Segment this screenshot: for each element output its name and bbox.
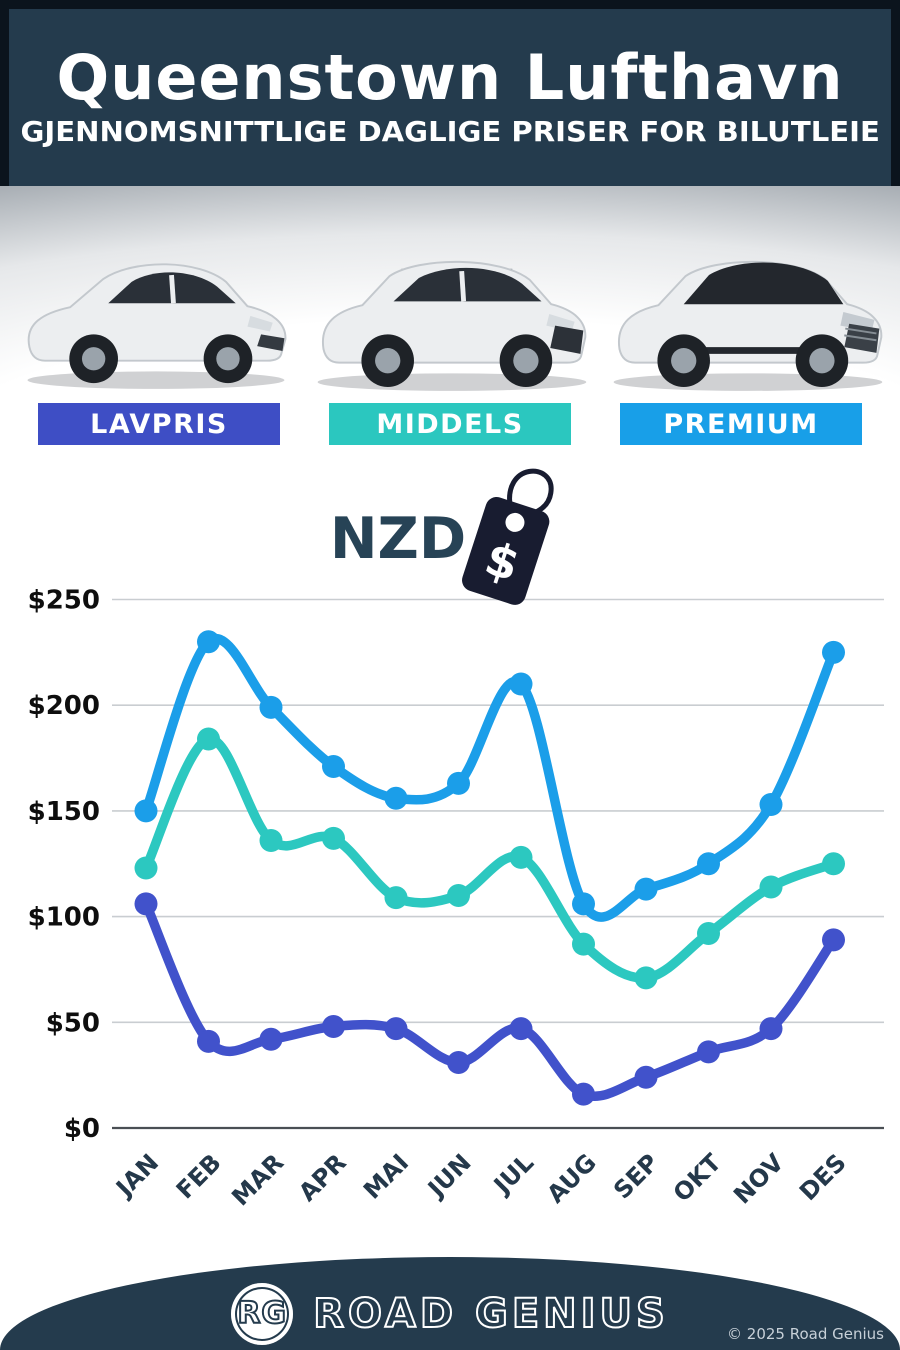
- data-point-lavpris: [384, 1017, 408, 1041]
- category-label-premium: PREMIUM: [620, 403, 862, 445]
- data-point-premium: [447, 771, 470, 795]
- economy-car-image: [8, 228, 300, 398]
- y-axis-tick-label: $50: [46, 1008, 100, 1038]
- data-point-lavpris: [634, 1065, 658, 1089]
- line-series-lavpris: [141, 899, 839, 1101]
- data-point-lavpris: [447, 1050, 470, 1074]
- data-point-lavpris: [759, 1017, 783, 1041]
- data-point-middels: [197, 727, 220, 751]
- data-point-lavpris: [509, 1017, 533, 1041]
- currency-label: NZD: [329, 506, 467, 572]
- data-point-premium: [197, 630, 220, 654]
- price-line-chart: $0 $50 $100 $150 $200 $250 JAN FEB MAR APR MAI JUN J…: [28, 586, 884, 1211]
- data-point-middels: [759, 875, 783, 899]
- page-title: Queenstown Lufthavn: [56, 41, 844, 114]
- data-point-lavpris: [822, 928, 845, 952]
- data-point-lavpris: [322, 1015, 345, 1039]
- brand-name: ROAD GENIUS: [312, 1290, 669, 1338]
- logo-monogram: RG: [236, 1295, 288, 1332]
- x-axis-month-label: APR: [293, 1148, 351, 1206]
- data-point-premium: [634, 877, 658, 901]
- data-point-premium: [134, 799, 158, 823]
- data-point-middels: [697, 922, 720, 946]
- data-point-premium: [509, 672, 533, 696]
- data-point-lavpris: [697, 1040, 720, 1064]
- data-point-premium: [697, 852, 720, 876]
- x-axis-month-label: MAI: [358, 1148, 414, 1204]
- data-point-lavpris: [134, 892, 158, 916]
- x-axis-month-label: AUG: [542, 1148, 602, 1208]
- car-image-row: [0, 228, 900, 398]
- data-point-premium: [759, 793, 783, 817]
- x-axis-month-label: FEB: [171, 1148, 227, 1204]
- midsize-suv-image: [304, 228, 596, 398]
- data-point-premium: [384, 786, 408, 810]
- x-axis-month-label: JUL: [487, 1148, 539, 1200]
- y-axis-tick-label: $100: [28, 903, 100, 933]
- data-point-middels: [259, 828, 283, 852]
- data-point-middels: [447, 883, 470, 907]
- road-genius-logo-icon: RG: [231, 1282, 294, 1345]
- data-point-premium: [822, 640, 845, 664]
- copyright-text: © 2025 Road Genius: [727, 1325, 884, 1343]
- x-axis-month-label: SEP: [608, 1148, 664, 1204]
- x-axis-month-label: NOV: [728, 1148, 789, 1209]
- y-axis-tick-label: $0: [64, 1114, 100, 1144]
- y-axis-tick-label: $250: [28, 586, 100, 616]
- data-point-lavpris: [259, 1027, 283, 1051]
- y-axis-tick-label: $150: [28, 797, 100, 827]
- page-subtitle: GJENNOMSNITTLIGE DAGLIGE PRISER FOR BILU…: [20, 115, 880, 148]
- data-point-lavpris: [572, 1082, 595, 1106]
- category-label-row: LAVPRIS MIDDELS PREMIUM: [0, 403, 900, 445]
- data-point-middels: [572, 932, 595, 956]
- x-axis-month-label: JUN: [421, 1148, 477, 1204]
- data-point-middels: [822, 852, 845, 876]
- x-axis-month-label: MAR: [226, 1148, 289, 1211]
- header-banner: Queenstown Lufthavn GJENNOMSNITTLIGE DAG…: [0, 0, 900, 186]
- premium-suv-image: [600, 228, 892, 398]
- data-point-lavpris: [197, 1029, 220, 1053]
- x-axis-month-label: JAN: [109, 1148, 164, 1203]
- x-axis-month-label: OKT: [668, 1148, 727, 1207]
- data-point-middels: [134, 856, 158, 880]
- category-label-middels: MIDDELS: [329, 403, 571, 445]
- data-point-premium: [572, 892, 595, 916]
- data-point-middels: [509, 845, 533, 869]
- footer-bar: RG ROAD GENIUS © 2025 Road Genius: [0, 1257, 900, 1350]
- x-axis-month-label: DES: [794, 1148, 852, 1206]
- data-point-middels: [634, 966, 658, 990]
- price-tag-icon: $: [446, 460, 566, 615]
- y-axis-tick-label: $200: [28, 691, 100, 721]
- data-point-premium: [322, 755, 345, 779]
- data-point-premium: [259, 695, 283, 719]
- data-point-middels: [322, 826, 345, 850]
- category-label-lavpris: LAVPRIS: [38, 403, 280, 445]
- data-point-middels: [384, 886, 408, 910]
- line-series-middels: [141, 734, 839, 983]
